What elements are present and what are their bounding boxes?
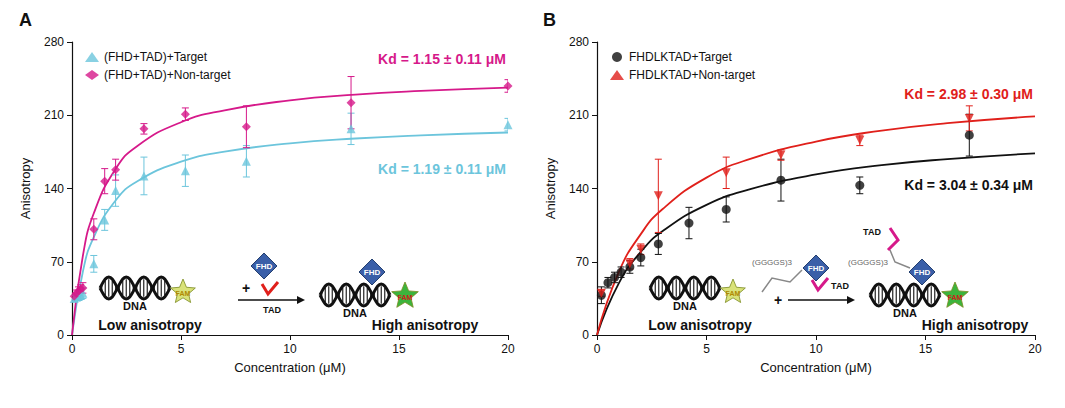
svg-text:210: 210: [44, 108, 64, 122]
svg-text:FHD: FHD: [364, 268, 381, 277]
svg-text:Kd = 3.04 ± 0.34 μM: Kd = 3.04 ± 0.34 μM: [904, 177, 1033, 193]
svg-text:10: 10: [283, 342, 297, 356]
svg-text:FAM: FAM: [398, 294, 413, 301]
svg-text:20: 20: [1028, 342, 1042, 356]
svg-text:0: 0: [69, 342, 76, 356]
svg-text:(FHD+TAD)+Non-target: (FHD+TAD)+Non-target: [104, 68, 231, 82]
svg-text:20: 20: [501, 342, 515, 356]
svg-text:Concentration (μM): Concentration (μM): [760, 360, 872, 375]
svg-text:Anisotropy: Anisotropy: [18, 157, 33, 219]
svg-text:280: 280: [569, 35, 589, 49]
svg-text:70: 70: [576, 255, 590, 269]
svg-text:Low anisotropy: Low anisotropy: [648, 317, 752, 333]
svg-text:Anisotropy: Anisotropy: [543, 157, 558, 219]
svg-text:140: 140: [44, 182, 64, 196]
svg-text:B: B: [543, 10, 556, 30]
svg-text:FAM: FAM: [176, 290, 191, 297]
svg-text:70: 70: [51, 255, 65, 269]
svg-text:FAM: FAM: [726, 290, 741, 297]
svg-text:FHD: FHD: [914, 268, 931, 277]
svg-text:0: 0: [594, 342, 601, 356]
svg-text:High anisotropy: High anisotropy: [372, 317, 479, 333]
svg-text:DNA: DNA: [893, 307, 917, 319]
svg-text:15: 15: [919, 342, 933, 356]
svg-text:High anisotropy: High anisotropy: [922, 317, 1029, 333]
svg-text:5: 5: [703, 342, 710, 356]
svg-text:280: 280: [44, 35, 64, 49]
svg-text:0: 0: [57, 328, 64, 342]
svg-text:Kd = 1.19 ± 0.11 μM: Kd = 1.19 ± 0.11 μM: [378, 161, 506, 177]
svg-text:10: 10: [809, 342, 823, 356]
svg-text:FHD: FHD: [256, 262, 273, 271]
svg-text:TAD: TAD: [831, 281, 849, 291]
svg-text:DNA: DNA: [673, 300, 697, 312]
svg-text:0: 0: [582, 328, 589, 342]
svg-text:DNA: DNA: [343, 307, 367, 319]
svg-text:(FHD+TAD)+Target: (FHD+TAD)+Target: [104, 50, 208, 64]
svg-text:FHD: FHD: [808, 264, 825, 273]
svg-text:FAM: FAM: [948, 294, 963, 301]
svg-text:Kd = 1.15 ± 0.11 μM: Kd = 1.15 ± 0.11 μM: [378, 51, 506, 67]
svg-text:(GGGGS)3: (GGGGS)3: [752, 258, 793, 267]
svg-text:+: +: [774, 292, 782, 308]
svg-text:(GGGGS)3: (GGGGS)3: [848, 258, 889, 267]
svg-text:TAD: TAD: [263, 305, 281, 315]
svg-text:5: 5: [178, 342, 185, 356]
svg-text:TAD: TAD: [863, 227, 881, 237]
svg-text:Concentration (μM): Concentration (μM): [234, 360, 346, 375]
svg-text:140: 140: [569, 182, 589, 196]
svg-text:DNA: DNA: [123, 300, 147, 312]
svg-text:+: +: [242, 280, 250, 296]
svg-text:A: A: [19, 10, 32, 30]
svg-text:FHDLKTAD+Non-target: FHDLKTAD+Non-target: [629, 68, 756, 82]
svg-text:FHDLKTAD+Target: FHDLKTAD+Target: [629, 50, 732, 64]
svg-text:210: 210: [569, 108, 589, 122]
svg-text:Low anisotropy: Low anisotropy: [98, 317, 202, 333]
svg-text:Kd = 2.98 ± 0.30 μM: Kd = 2.98 ± 0.30 μM: [904, 86, 1033, 102]
svg-text:15: 15: [392, 342, 406, 356]
